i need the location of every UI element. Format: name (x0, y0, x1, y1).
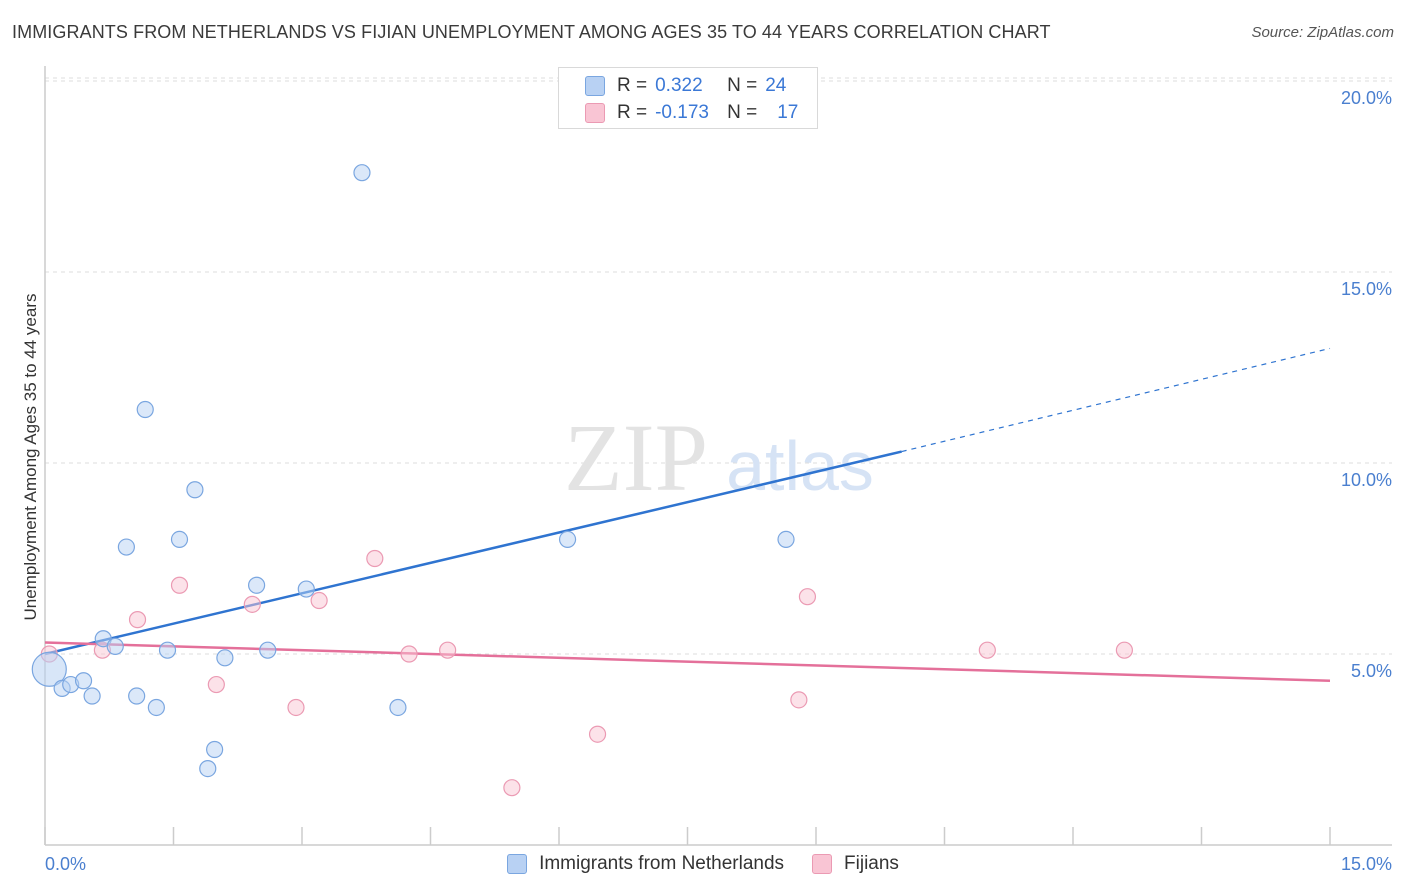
point-netherlands (170, 530, 189, 549)
point-fijians (798, 588, 817, 606)
point-fijians (588, 725, 607, 743)
point-fijians (790, 691, 808, 709)
point-fijians (170, 576, 189, 594)
legend-swatch-netherlands (507, 854, 528, 874)
trend-line-netherlands-extension (901, 347, 1331, 453)
tick-labels: 5.0% 10.0% 15.0% 20.0% 0.0% 15.0% (45, 88, 1392, 874)
r-value: 0.322 (655, 75, 703, 96)
point-fijians (978, 641, 996, 659)
point-fijians (128, 611, 147, 629)
trend-lines (44, 347, 1331, 682)
x-tick-label: 0.0% (45, 854, 86, 874)
n-value: 24 (765, 75, 787, 96)
point-fijians (207, 675, 225, 694)
chart-title: IMMIGRANTS FROM NETHERLANDS VS FIJIAN UN… (12, 22, 1051, 42)
gridlines (45, 77, 1392, 655)
stats-row-netherlands: R = 0.322 N = 24 (585, 73, 786, 99)
point-netherlands (247, 576, 266, 594)
point-netherlands (83, 687, 101, 705)
series-legend: Immigrants from Netherlands Fijians (0, 850, 1406, 878)
y-tick-label: 20.0% (1341, 88, 1392, 108)
stats-legend: R = 0.322 N = 24 R = -0.173 N = 17 (558, 67, 818, 129)
point-netherlands (389, 698, 407, 717)
point-fijians (287, 698, 305, 717)
point-netherlands (353, 164, 371, 182)
source-label: Source: ZipAtlas.com (1251, 24, 1394, 41)
point-netherlands (74, 672, 93, 690)
point-netherlands (216, 649, 234, 667)
point-fijians (310, 591, 328, 610)
data-points (31, 164, 1134, 797)
watermark-zip: ZIP (564, 404, 708, 511)
legend-label-netherlands: Immigrants from Netherlands (539, 853, 785, 874)
point-netherlands (186, 481, 204, 499)
legend-item-netherlands[interactable]: Immigrants from Netherlands (507, 853, 784, 875)
point-netherlands (136, 400, 154, 419)
y-tick-label: 10.0% (1341, 470, 1392, 490)
swatch-netherlands (585, 76, 605, 96)
trend-line-netherlands (44, 450, 902, 656)
point-netherlands (158, 641, 177, 659)
axes (44, 66, 1392, 846)
y-axis-label: Unemployment Among Ages 35 to 44 years (21, 294, 40, 621)
point-fijians (400, 645, 418, 663)
watermark: ZIP atlas (564, 404, 874, 511)
point-netherlands (106, 637, 124, 655)
n-label: N = (727, 75, 758, 96)
point-fijians (503, 779, 521, 797)
swatch-fijians (585, 103, 605, 123)
n-label: N = (727, 102, 758, 123)
point-netherlands (199, 759, 217, 778)
r-value: -0.173 (655, 102, 709, 123)
point-fijians (366, 549, 384, 568)
legend-label-fijians: Fijians (844, 853, 899, 874)
point-fijians (439, 641, 457, 659)
legend-swatch-fijians (812, 854, 833, 874)
trend-line-fijians (44, 641, 1331, 682)
point-netherlands (558, 530, 577, 549)
point-netherlands (128, 687, 146, 705)
point-netherlands (94, 630, 112, 648)
point-netherlands (147, 698, 165, 717)
point-netherlands (297, 580, 315, 598)
x-tick-label: 15.0% (1341, 854, 1392, 874)
legend-item-fijians[interactable]: Fijians (812, 853, 899, 875)
point-netherlands (259, 641, 277, 659)
point-netherlands (206, 740, 224, 759)
point-netherlands (777, 530, 795, 549)
point-netherlands (31, 651, 67, 687)
y-tick-label: 5.0% (1351, 661, 1392, 681)
point-fijians (243, 595, 261, 613)
stats-row-fijians: R = -0.173 N = 17 (585, 100, 798, 126)
watermark-atlas: atlas (726, 427, 874, 505)
r-label: R = (617, 75, 648, 96)
y-tick-label: 15.0% (1341, 279, 1392, 299)
r-label: R = (617, 102, 648, 123)
point-netherlands (117, 538, 135, 556)
n-value: 17 (777, 102, 799, 123)
point-fijians (1115, 641, 1134, 659)
